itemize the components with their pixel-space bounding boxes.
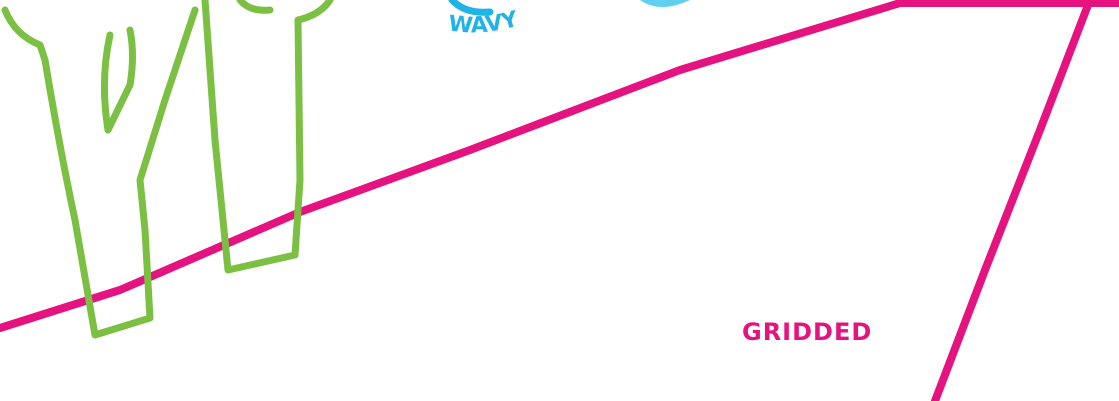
pink-outline bbox=[0, 3, 1119, 328]
tree-left bbox=[5, 10, 195, 335]
blue-arc bbox=[452, 0, 490, 12]
illustration: WAVY GRIDDED bbox=[0, 0, 1119, 401]
blue-blob bbox=[640, 0, 690, 7]
pink-edge bbox=[935, 5, 1088, 401]
gridded-label: GRIDDED bbox=[742, 318, 872, 346]
